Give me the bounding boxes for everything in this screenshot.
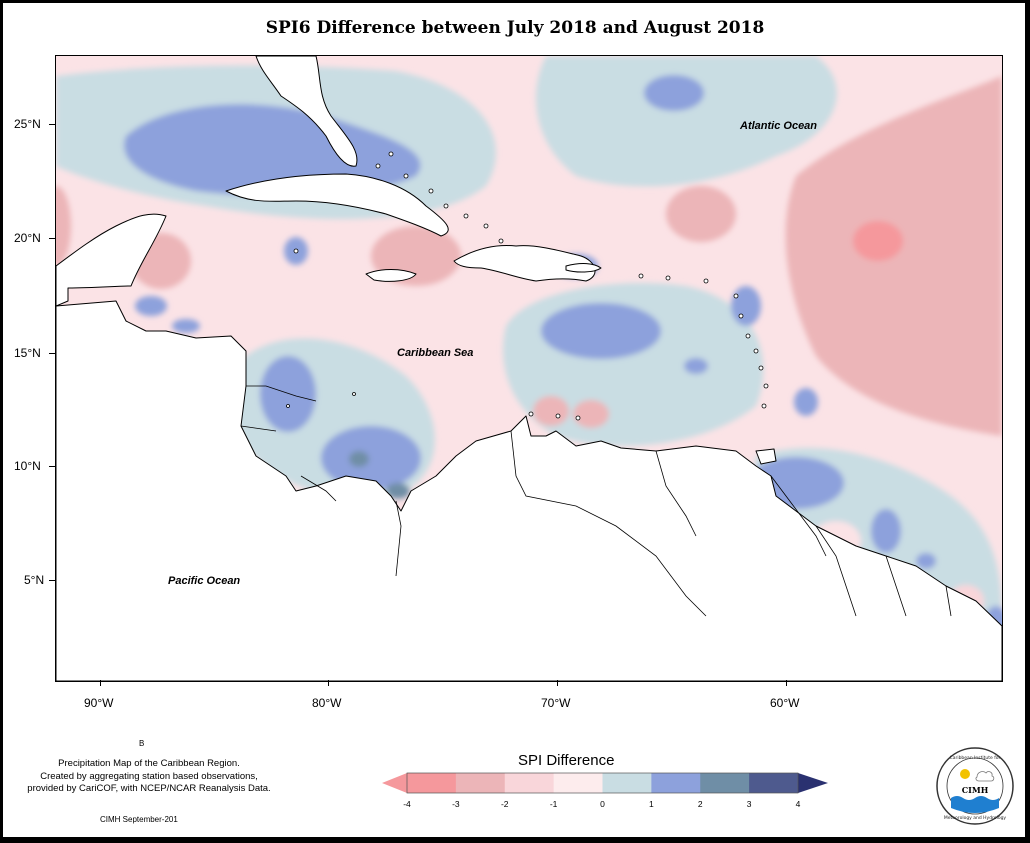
logo-ring-top: Caribbean Institute for — [950, 755, 1001, 761]
cuba — [225, 173, 449, 237]
atlantic-ocean-label: Atlantic Ocean — [740, 120, 818, 132]
stray-mark: B — [139, 739, 145, 748]
lon-label: 80°W — [312, 696, 342, 710]
color-bar — [382, 772, 828, 794]
lat-label: 5°N — [24, 573, 45, 587]
color-bar-tick-label: 3 — [746, 799, 752, 809]
puerto-rico — [565, 263, 602, 273]
cloud-icon — [975, 771, 995, 782]
lon-tick — [786, 680, 787, 686]
color-bar-cell — [602, 773, 652, 793]
lat-tick — [49, 466, 55, 467]
legend-title: SPI Difference — [518, 752, 615, 769]
pacific-ocean-label: Pacific Ocean — [168, 575, 241, 587]
mexico — [56, 213, 167, 307]
lon-tick — [328, 680, 329, 686]
logo-abbrev: CIMH — [962, 785, 989, 795]
color-bar-tick-label: 4 — [795, 799, 801, 809]
description-line: provided by CariCOF, with NCEP/NCAR Rean… — [27, 783, 271, 794]
map-title: SPI6 Difference between July 2018 and Au… — [265, 18, 765, 38]
central-south-america — [56, 300, 1002, 681]
islands — [286, 151, 769, 421]
florida — [255, 56, 358, 167]
lat-label: 10°N — [14, 459, 41, 473]
color-bar-tick-label: -4 — [403, 799, 411, 809]
lat-label: 15°N — [14, 346, 41, 360]
map-description: Precipitation Map of the Caribbean Regio… — [4, 758, 294, 796]
lon-label: 60°W — [770, 696, 800, 710]
lon-label: 70°W — [541, 696, 571, 710]
color-bar-under-triangle — [382, 773, 407, 793]
lat-label: 20°N — [14, 231, 41, 245]
color-bar-cell — [651, 773, 701, 793]
color-bar-tick-label: -3 — [452, 799, 460, 809]
lat-label: 25°N — [14, 117, 41, 131]
lon-tick — [100, 680, 101, 686]
logo-ring-bottom: Meteorology and Hydrology — [944, 815, 1007, 821]
color-bar-cell — [455, 773, 506, 793]
color-bar-tick-label: 0 — [600, 799, 605, 809]
description-line: Created by aggregating station based obs… — [40, 770, 258, 782]
credit-text: CIMH September-201 — [100, 815, 178, 824]
color-bar-tick-label: 1 — [649, 799, 654, 809]
lat-tick — [49, 238, 55, 239]
wave-icon — [951, 796, 999, 813]
color-bar-tick-label: 2 — [697, 799, 703, 809]
lat-tick — [49, 353, 55, 354]
jamaica — [365, 269, 417, 282]
lat-tick — [49, 580, 55, 581]
color-bar-over-triangle — [798, 773, 828, 793]
lon-label: 90°W — [84, 696, 114, 710]
spi-map — [56, 56, 1002, 681]
land-masses — [56, 56, 1002, 681]
color-bar-cells — [382, 773, 828, 793]
borders — [240, 385, 952, 617]
color-bar-cell — [700, 773, 750, 793]
lon-tick — [557, 680, 558, 686]
color-bar-cell — [407, 773, 457, 793]
map-panel — [55, 55, 1003, 682]
trinidad — [755, 448, 777, 465]
color-bar-tick-label: -2 — [500, 799, 509, 809]
sun-icon — [960, 769, 970, 779]
lat-tick — [49, 124, 55, 125]
color-bar-tick-label: -1 — [549, 799, 558, 809]
cimh-logo: CIMH Caribbean Institute for Meteorology… — [936, 747, 1014, 825]
hispaniola — [453, 245, 596, 282]
description-line: Precipitation Map of the Caribbean Regio… — [58, 758, 240, 769]
color-bar-cell — [749, 773, 799, 793]
color-bar-cell — [553, 773, 603, 793]
color-bar-cell — [504, 773, 555, 793]
caribbean-sea-label: Caribbean Sea — [397, 347, 474, 359]
